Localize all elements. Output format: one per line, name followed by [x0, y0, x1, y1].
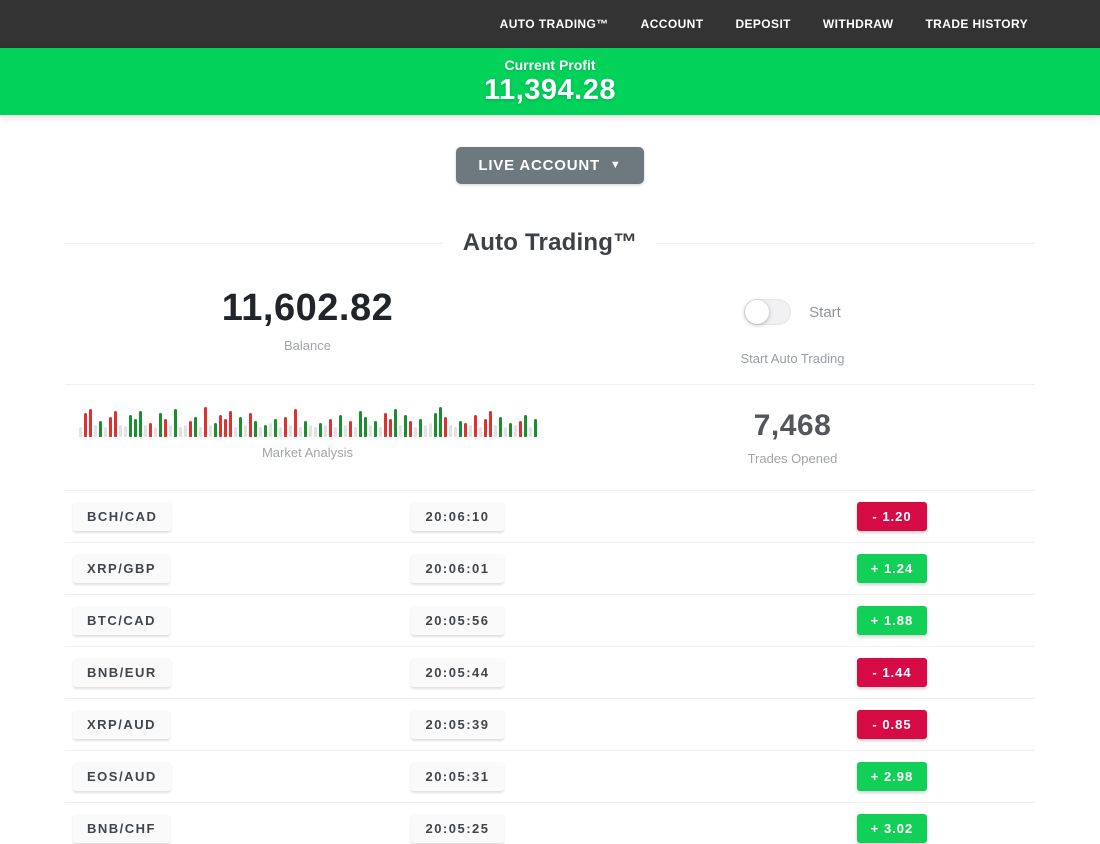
trades-list: BCH/CAD 20:06:10 - 1.20 XRP/GBP 20:06:01…: [65, 491, 1035, 844]
start-auto-trading-toggle[interactable]: [744, 299, 792, 325]
section-title: Auto Trading™: [65, 229, 1035, 257]
toggle-knob: [745, 300, 770, 324]
trade-change-badge: + 1.24: [857, 554, 927, 583]
trade-time-chip: 20:05:25: [411, 814, 504, 843]
trade-change-badge: - 1.20: [857, 502, 927, 531]
trade-time-chip: 20:06:10: [411, 502, 504, 531]
trade-pair-chip: BTC/CAD: [73, 606, 170, 635]
trade-change-badge: - 1.44: [857, 658, 927, 687]
trades-opened-block: 7,468 Trades Opened: [550, 407, 1035, 466]
top-nav: AUTO TRADING™ ACCOUNT DEPOSIT WITHDRAW T…: [0, 0, 1100, 48]
current-profit-value: 11,394.28: [484, 73, 616, 106]
balance-block: 11,602.82 Balance: [65, 287, 550, 366]
trade-pair-chip: XRP/GBP: [73, 554, 171, 583]
start-auto-trading-caption: Start Auto Trading: [740, 351, 845, 366]
trade-time-chip: 20:05:56: [411, 606, 504, 635]
live-account-dropdown-button[interactable]: LIVE ACCOUNT ▼: [456, 147, 644, 184]
trade-row: XRP/AUD 20:05:39 - 0.85: [65, 699, 1035, 751]
trade-time-chip: 20:05:31: [411, 762, 504, 791]
trades-opened-label: Trades Opened: [747, 451, 838, 466]
trade-time-chip: 20:05:44: [411, 658, 504, 687]
current-profit-label: Current Profit: [504, 56, 596, 73]
nav-item[interactable]: TRADE HISTORY: [925, 17, 1028, 31]
trade-change-badge: + 1.88: [857, 606, 927, 635]
page-title: Auto Trading™: [462, 229, 638, 256]
stats-row-market: Market Analysis 7,468 Trades Opened: [65, 385, 1035, 491]
trade-time-chip: 20:05:39: [411, 710, 504, 739]
trade-row: BNB/CHF 20:05:25 + 3.02: [65, 803, 1035, 844]
nav-item[interactable]: ACCOUNT: [640, 17, 704, 31]
chevron-down-icon: ▼: [609, 159, 622, 171]
trade-row: BTC/CAD 20:05:56 + 1.88: [65, 595, 1035, 647]
trade-row: BCH/CAD 20:06:10 - 1.20: [65, 491, 1035, 543]
trade-pair-chip: BCH/CAD: [73, 502, 172, 531]
market-analysis-block: Market Analysis: [65, 407, 550, 466]
trade-change-badge: + 3.02: [857, 814, 927, 843]
live-account-label: LIVE ACCOUNT: [478, 157, 600, 174]
trade-pair-chip: BNB/CHF: [73, 814, 170, 843]
stats-row-balance: 11,602.82 Balance Start Start Auto Tradi…: [65, 257, 1035, 385]
trade-row: EOS/AUD 20:05:31 + 2.98: [65, 751, 1035, 803]
market-analysis-chart: [78, 407, 537, 437]
trades-opened-value: 7,468: [753, 409, 832, 442]
nav-item[interactable]: WITHDRAW: [822, 17, 894, 31]
toggle-label: Start: [809, 303, 841, 321]
trade-row: BNB/EUR 20:05:44 - 1.44: [65, 647, 1035, 699]
trade-change-badge: + 2.98: [857, 762, 927, 791]
market-analysis-label: Market Analysis: [261, 445, 354, 460]
nav-item[interactable]: AUTO TRADING™: [499, 17, 609, 31]
trade-pair-chip: XRP/AUD: [73, 710, 171, 739]
balance-value: 11,602.82: [221, 287, 394, 329]
trade-pair-chip: EOS/AUD: [73, 762, 171, 791]
auto-trading-block: Start Start Auto Trading: [550, 287, 1035, 366]
balance-label: Balance: [284, 338, 331, 353]
trade-time-chip: 20:06:01: [411, 554, 504, 583]
trade-row: XRP/GBP 20:06:01 + 1.24: [65, 543, 1035, 595]
nav-item[interactable]: DEPOSIT: [735, 17, 791, 31]
current-profit-banner: Current Profit 11,394.28: [0, 48, 1100, 115]
trade-change-badge: - 0.85: [857, 710, 927, 739]
trade-pair-chip: BNB/EUR: [73, 658, 171, 687]
